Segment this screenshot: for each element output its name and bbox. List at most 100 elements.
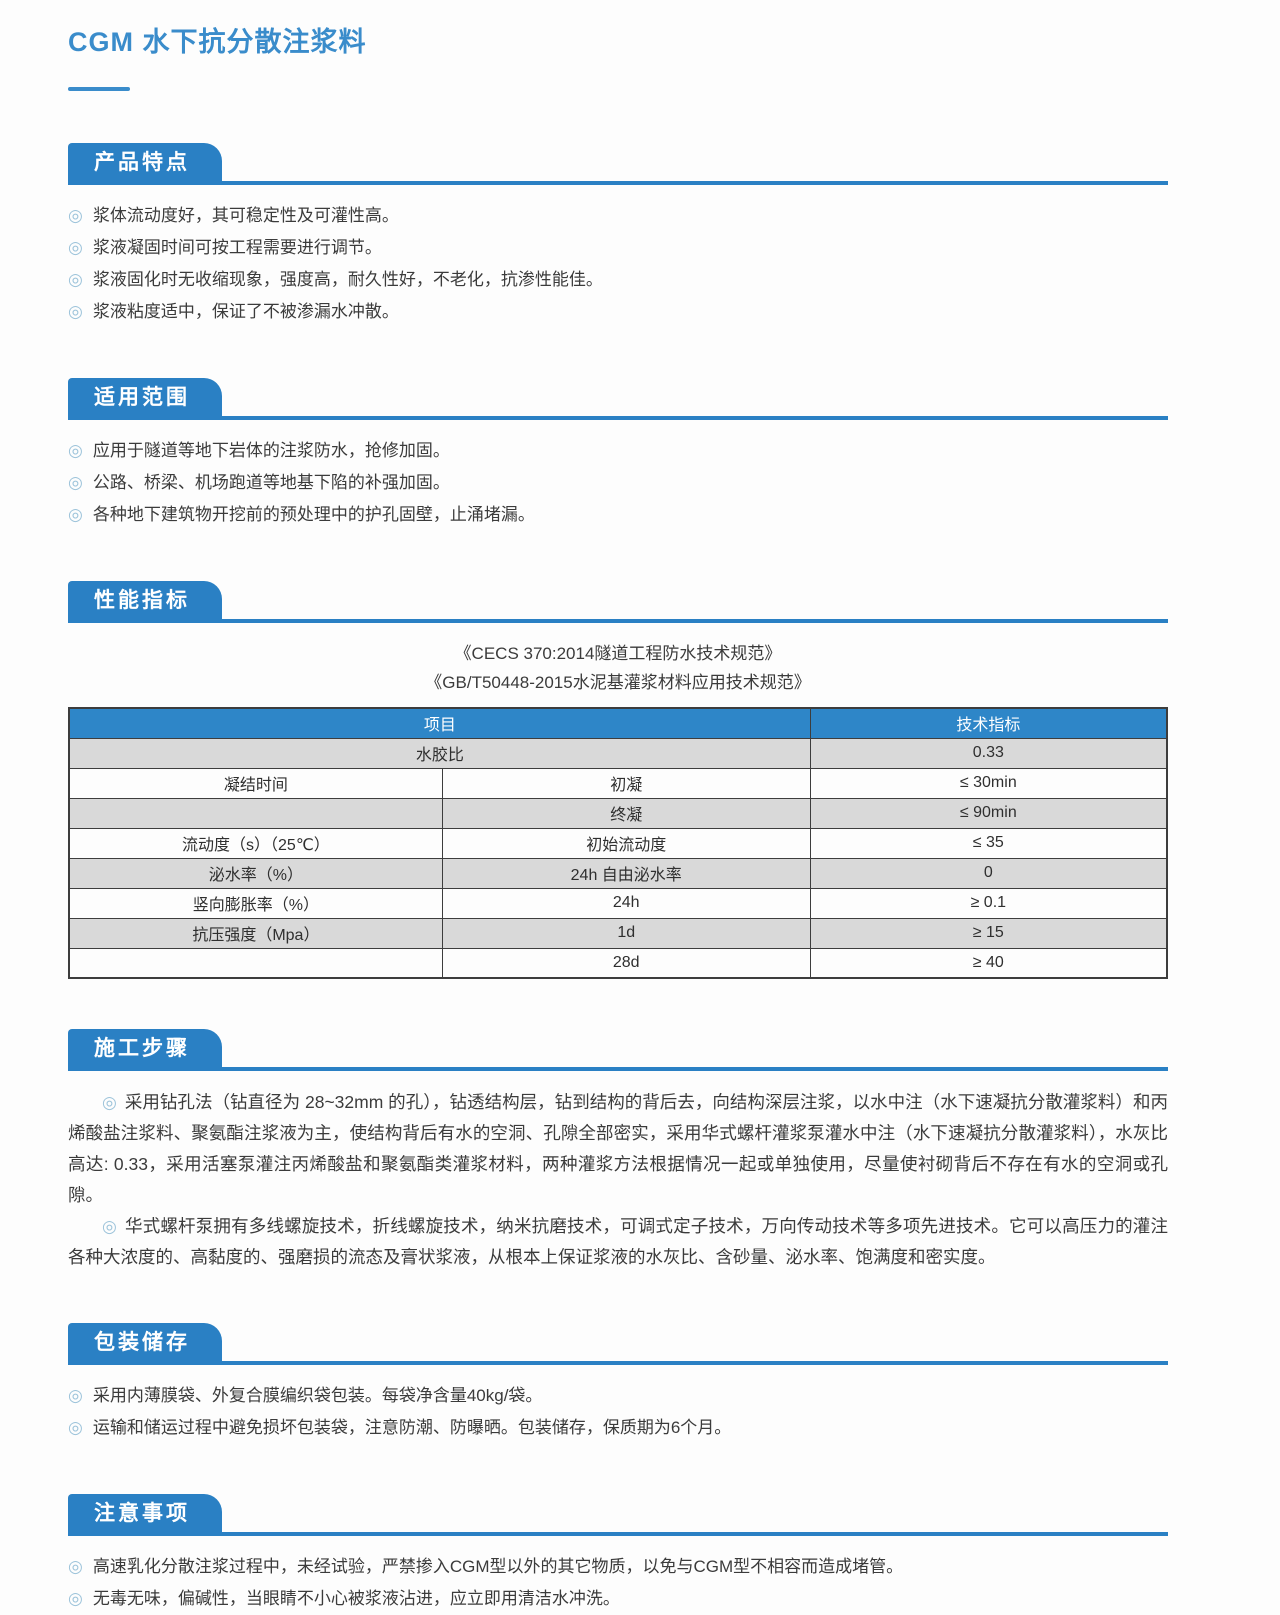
list-item-text: 浆液粘度适中，保证了不被渗漏水冲散。 [92, 302, 399, 321]
section-header: 适用范围 [68, 378, 1168, 420]
list-item-text: 浆液凝固时间可按工程需要进行调节。 [92, 238, 382, 257]
list-item: ◎ 浆液粘度适中，保证了不被渗漏水冲散。 [68, 296, 1168, 328]
table-cell: 24h [441, 887, 811, 919]
section-header: 注意事项 [68, 1494, 1168, 1536]
notes-list: ◎ 高速乳化分散注浆过程中，未经试验，严禁掺入CGM型以外的其它物质，以免与CG… [68, 1551, 1168, 1615]
table-row: 凝结时间 初凝 ≤ 30min [68, 767, 1168, 799]
list-item: ◎ 各种地下建筑物开挖前的预处理中的护孔固壁，止涌堵漏。 [68, 499, 1168, 531]
table-cell: 24h 自由泌水率 [441, 857, 811, 889]
table-row: 终凝 ≤ 90min [68, 797, 1168, 829]
standard-reference: 《GB/T50448-2015水泥基灌浆材料应用技术规范》 [425, 673, 811, 692]
list-item: ◎ 公路、桥梁、机场跑道等地基下陷的补强加固。 [68, 467, 1168, 499]
list-item-text: 各种地下建筑物开挖前的预处理中的护孔固壁，止涌堵漏。 [92, 505, 535, 524]
table-cell: ≤ 35 [809, 827, 1168, 859]
section-header: 包装储存 [68, 1323, 1168, 1365]
ring-bullet-icon: ◎ [68, 206, 83, 225]
table-header-row: 项目 技术指标 [68, 707, 1168, 739]
table-cell: ≤ 30min [809, 767, 1168, 799]
steps-paragraphs: ◎ 采用钻孔法（钻直径为 28~32mm 的孔），钻透结构层，钻到结构的背后去，向… [68, 1087, 1168, 1273]
ring-bullet-icon: ◎ [68, 238, 83, 257]
list-item: ◎ 无毒无味，偏碱性，当眼睛不小心被浆液沾进，应立即用清洁水冲洗。 [68, 1583, 1168, 1615]
list-item: ◎ 高速乳化分散注浆过程中，未经试验，严禁掺入CGM型以外的其它物质，以免与CG… [68, 1551, 1168, 1583]
table-row: 泌水率（%） 24h 自由泌水率 0 [68, 857, 1168, 889]
table-cell: 抗压强度（Mpa） [68, 917, 443, 949]
section-performance: 性能指标 《CECS 370:2014隧道工程防水技术规范》 《GB/T5044… [68, 581, 1168, 979]
list-item-text: 高速乳化分散注浆过程中，未经试验，严禁掺入CGM型以外的其它物质，以免与CGM型… [92, 1557, 904, 1576]
section-header: 性能指标 [68, 581, 1168, 623]
table-cell: 流动度（s）（25℃） [68, 827, 443, 859]
page-title: CGM 水下抗分散注浆料 [68, 27, 367, 57]
table-cell: 0.33 [809, 737, 1168, 769]
list-item-text: 应用于隧道等地下岩体的注浆防水，抢修加固。 [92, 441, 450, 460]
section-badge-packaging: 包装储存 [68, 1323, 222, 1361]
list-item-text: 运输和储运过程中避免损坏包装袋，注意防潮、防曝晒。包装储存，保质期为6个月。 [92, 1418, 732, 1437]
title-underline [68, 87, 130, 91]
section-badge-features: 产品特点 [68, 143, 222, 181]
table-cell: ≥ 40 [809, 947, 1168, 979]
ring-bullet-icon: ◎ [68, 441, 83, 460]
table-cell [68, 797, 443, 829]
table-cell: ≥ 15 [809, 917, 1168, 949]
table-row: 28d ≥ 40 [68, 947, 1168, 979]
list-item: ◎ 浆体流动度好，其可稳定性及可灌性高。 [68, 200, 1168, 232]
ring-bullet-icon: ◎ [68, 1418, 83, 1437]
ring-bullet-icon: ◎ [68, 505, 83, 524]
list-item: ◎ 浆液凝固时间可按工程需要进行调节。 [68, 232, 1168, 264]
list-item-text: 无毒无味，偏碱性，当眼睛不小心被浆液沾进，应立即用清洁水冲洗。 [92, 1589, 620, 1608]
section-notes: 注意事项 ◎ 高速乳化分散注浆过程中，未经试验，严禁掺入CGM型以外的其它物质，… [68, 1494, 1168, 1615]
list-item: ◎ 浆液固化时无收缩现象，强度高，耐久性好，不老化，抗渗性能佳。 [68, 264, 1168, 296]
ring-bullet-icon: ◎ [102, 1093, 117, 1112]
list-item-text: 浆液固化时无收缩现象，强度高，耐久性好，不老化，抗渗性能佳。 [92, 270, 603, 289]
table-row: 流动度（s）（25℃） 初始流动度 ≤ 35 [68, 827, 1168, 859]
table-cell: 水胶比 [68, 737, 811, 769]
standards-references: 《CECS 370:2014隧道工程防水技术规范》 《GB/T50448-201… [68, 639, 1168, 697]
section-header: 施工步骤 [68, 1029, 1168, 1071]
table-row: 水胶比 0.33 [68, 737, 1168, 769]
table-header-cell-item: 项目 [68, 707, 811, 739]
list-item-text: 采用内薄膜袋、外复合膜编织袋包装。每袋净含量40kg/袋。 [92, 1386, 543, 1405]
paragraph: ◎ 华式螺杆泵拥有多线螺旋技术，折线螺旋技术，纳米抗磨技术，可调式定子技术，万向传… [68, 1211, 1168, 1273]
table-row: 抗压强度（Mpa） 1d ≥ 15 [68, 917, 1168, 949]
table-cell: 终凝 [441, 797, 811, 829]
section-badge-notes: 注意事项 [68, 1494, 222, 1532]
table-cell: ≥ 0.1 [809, 887, 1168, 919]
ring-bullet-icon: ◎ [68, 1386, 83, 1405]
table-header-cell-index: 技术指标 [809, 707, 1168, 739]
table-cell: 初凝 [441, 767, 811, 799]
list-item: ◎ 运输和储运过程中避免损坏包装袋，注意防潮、防曝晒。包装储存，保质期为6个月。 [68, 1412, 1168, 1444]
table-cell: 初始流动度 [441, 827, 811, 859]
performance-table: 项目 技术指标 水胶比 0.33 凝结时间 初凝 ≤ 30min 终凝 ≤ 90… [68, 707, 1168, 979]
section-packaging: 包装储存 ◎ 采用内薄膜袋、外复合膜编织袋包装。每袋净含量40kg/袋。 ◎ 运… [68, 1323, 1168, 1444]
ring-bullet-icon: ◎ [102, 1217, 118, 1236]
table-cell [68, 947, 443, 979]
list-item-text: 浆体流动度好，其可稳定性及可灌性高。 [92, 206, 399, 225]
section-header: 产品特点 [68, 143, 1168, 185]
table-cell: 28d [441, 947, 811, 979]
section-steps: 施工步骤 ◎ 采用钻孔法（钻直径为 28~32mm 的孔），钻透结构层，钻到结构的… [68, 1029, 1168, 1273]
paragraph-text: 采用钻孔法（钻直径为 28~32mm 的孔），钻透结构层，钻到结构的背后去，向结… [68, 1092, 1168, 1205]
ring-bullet-icon: ◎ [68, 1589, 83, 1608]
table-cell: 泌水率（%） [68, 857, 443, 889]
ring-bullet-icon: ◎ [68, 1557, 83, 1576]
packaging-list: ◎ 采用内薄膜袋、外复合膜编织袋包装。每袋净含量40kg/袋。 ◎ 运输和储运过… [68, 1380, 1168, 1444]
paragraph-text: 华式螺杆泵拥有多线螺旋技术，折线螺旋技术，纳米抗磨技术，可调式定子技术，万向传动… [68, 1216, 1168, 1267]
list-item-text: 公路、桥梁、机场跑道等地基下陷的补强加固。 [92, 473, 450, 492]
section-badge-performance: 性能指标 [68, 581, 222, 619]
section-features: 产品特点 ◎ 浆体流动度好，其可稳定性及可灌性高。 ◎ 浆液凝固时间可按工程需要… [68, 143, 1168, 328]
section-scope: 适用范围 ◎ 应用于隧道等地下岩体的注浆防水，抢修加固。 ◎ 公路、桥梁、机场跑… [68, 378, 1168, 531]
paragraph: ◎ 采用钻孔法（钻直径为 28~32mm 的孔），钻透结构层，钻到结构的背后去，向… [68, 1087, 1168, 1211]
ring-bullet-icon: ◎ [68, 473, 83, 492]
table-cell: ≤ 90min [809, 797, 1168, 829]
table-row: 竖向膨胀率（%） 24h ≥ 0.1 [68, 887, 1168, 919]
table-cell: 竖向膨胀率（%） [68, 887, 443, 919]
scope-list: ◎ 应用于隧道等地下岩体的注浆防水，抢修加固。 ◎ 公路、桥梁、机场跑道等地基下… [68, 435, 1168, 531]
table-cell: 凝结时间 [68, 767, 443, 799]
features-list: ◎ 浆体流动度好，其可稳定性及可灌性高。 ◎ 浆液凝固时间可按工程需要进行调节。… [68, 200, 1168, 328]
table-cell: 0 [809, 857, 1168, 889]
ring-bullet-icon: ◎ [68, 270, 83, 289]
standard-reference: 《CECS 370:2014隧道工程防水技术规范》 [454, 644, 782, 663]
section-badge-scope: 适用范围 [68, 378, 222, 416]
list-item: ◎ 应用于隧道等地下岩体的注浆防水，抢修加固。 [68, 435, 1168, 467]
table-cell: 1d [441, 917, 811, 949]
